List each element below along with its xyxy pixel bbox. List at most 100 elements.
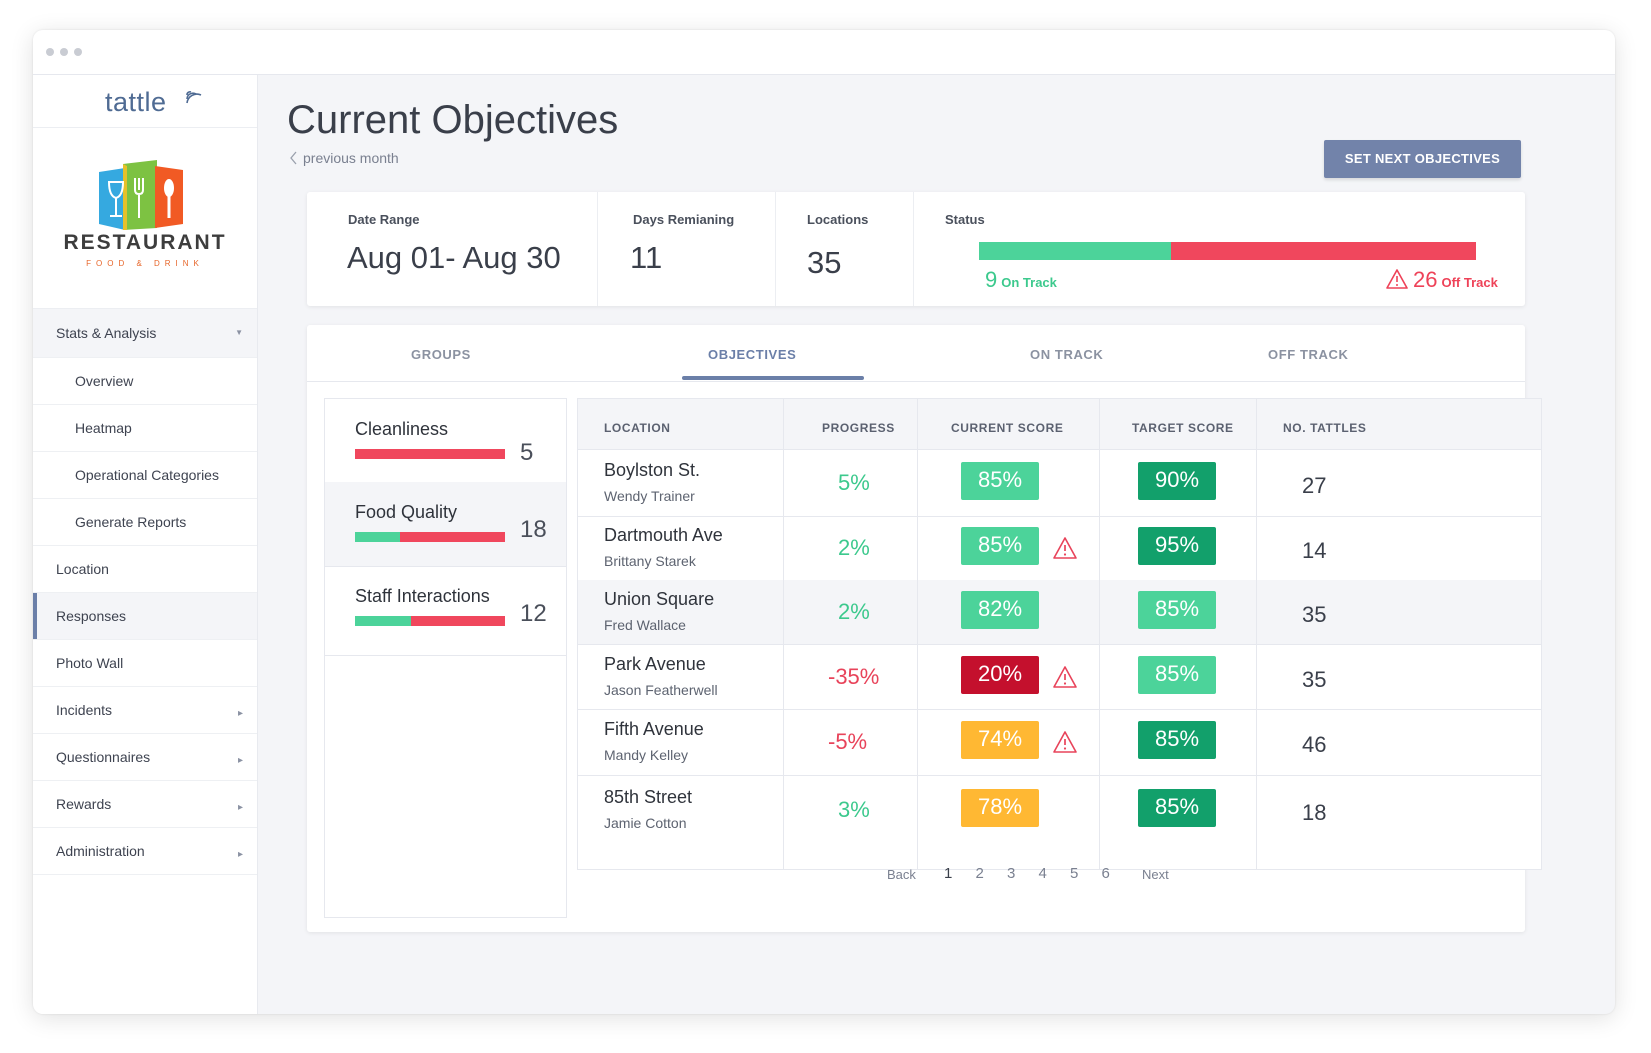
objectives-table: LOCATION PROGRESS CURRENT SCORE TARGET S… <box>577 398 1542 870</box>
location-manager: Wendy Trainer <box>604 487 695 504</box>
column-divider <box>1099 399 1100 869</box>
tattle-waves-icon <box>186 91 202 104</box>
date-range-cell: Date Range Aug 01- Aug 30 <box>307 192 598 306</box>
off-track-label: Off Track <box>1441 275 1498 290</box>
group-item-cleanliness[interactable]: Cleanliness 5 <box>325 399 566 483</box>
on-track-label: On Track <box>1001 275 1057 290</box>
pagination-page-1[interactable]: 1 <box>944 865 953 882</box>
tab-bar: GROUPS OBJECTIVES ON TRACK OFF TRACK <box>307 325 1525 382</box>
table-row[interactable]: Fifth Avenue Mandy Kelley -5% 74% 85% 46 <box>578 709 1541 776</box>
current-score-badge: 78% <box>961 788 1039 827</box>
col-no-tattles[interactable]: NO. TATTLES <box>1283 421 1367 435</box>
group-count: 18 <box>520 516 547 543</box>
col-location[interactable]: LOCATION <box>604 421 671 435</box>
status-bar-off-track <box>1170 242 1476 260</box>
target-score-badge: 85% <box>1138 591 1216 629</box>
logo-name: RESTAURANT <box>63 231 227 254</box>
tattle-count: 14 <box>1302 538 1327 563</box>
sidebar-item-incidents[interactable]: Incidents ▸ <box>33 687 257 734</box>
sidebar-nav: Stats & Analysis ▼ Overview Heatmap Operatio… <box>33 309 257 875</box>
off-track-summary: 26 Off Track <box>1385 267 1498 293</box>
target-score-badge: 85% <box>1138 655 1216 694</box>
col-current-score[interactable]: CURRENT SCORE <box>951 421 1064 435</box>
previous-month-link[interactable]: previous month <box>289 150 399 166</box>
sidebar-item-generate-reports[interactable]: Generate Reports <box>33 499 257 546</box>
tab-on-track[interactable]: ON TRACK <box>1030 347 1104 362</box>
brand-header[interactable]: tattle <box>33 75 257 128</box>
sidebar-item-operational-categories[interactable]: Operational Categories <box>33 452 257 499</box>
pagination-page-5[interactable]: 5 <box>1070 865 1079 882</box>
group-name: Cleanliness <box>355 419 449 439</box>
target-score-badge: 85% <box>1138 721 1216 759</box>
table-row[interactable]: 85th Street Jamie Cotton 3% 78% 85% 18 <box>578 775 1541 844</box>
target-score-badge: 95% <box>1138 527 1216 565</box>
progress-value: 2% <box>838 535 870 560</box>
pagination-page-2[interactable]: 2 <box>975 865 984 882</box>
pagination-page-4[interactable]: 4 <box>1038 865 1047 882</box>
sidebar-item-label: Generate Reports <box>75 514 187 530</box>
days-remaining-label: Days Remianing <box>633 212 735 227</box>
sidebar-item-label: Responses <box>56 608 127 624</box>
tattle-count: 35 <box>1302 602 1327 627</box>
col-target-score[interactable]: TARGET SCORE <box>1132 421 1234 435</box>
warning-triangle-icon <box>1386 269 1408 289</box>
sidebar-item-label: Administration <box>56 843 145 859</box>
group-count: 12 <box>520 600 547 627</box>
progress-value: -5% <box>828 729 868 754</box>
group-item-staff-interactions[interactable]: Staff Interactions 12 <box>325 566 566 656</box>
tab-objectives[interactable]: OBJECTIVES <box>708 347 797 362</box>
status-bar <box>979 242 1476 260</box>
pagination-page-3[interactable]: 3 <box>1007 865 1016 882</box>
page-title: Current Objectives <box>287 98 619 142</box>
sidebar-item-label: Photo Wall <box>56 655 124 671</box>
location-manager: Jason Featherwell <box>604 681 718 698</box>
summary-card: Date Range Aug 01- Aug 30 Days Remianing… <box>307 192 1525 306</box>
tattle-count: 27 <box>1302 472 1327 498</box>
caret-right-icon: ▸ <box>237 755 243 766</box>
target-score-badge: 85% <box>1138 788 1216 827</box>
window-titlebar <box>33 30 1615 75</box>
status-label: Status <box>945 212 985 227</box>
group-bar-off-track <box>400 532 505 542</box>
pagination-next-button[interactable]: Next <box>1142 867 1169 882</box>
date-range-label: Date Range <box>348 212 420 227</box>
group-name: Food Quality <box>355 502 458 522</box>
current-score-badge: 85% <box>961 527 1039 565</box>
pagination-back-button[interactable]: Back <box>887 867 916 882</box>
days-remaining-value: 11 <box>630 240 663 275</box>
sidebar-item-questionnaires[interactable]: Questionnaires ▸ <box>33 734 257 781</box>
col-progress[interactable]: PROGRESS <box>822 421 895 435</box>
table-header: LOCATION PROGRESS CURRENT SCORE TARGET S… <box>578 399 1541 450</box>
location-manager: Brittany Starek <box>604 553 696 569</box>
progress-value: -35% <box>828 663 880 689</box>
sidebar-item-rewards[interactable]: Rewards ▸ <box>33 781 257 828</box>
sidebar-item-photo-wall[interactable]: Photo Wall <box>33 640 257 687</box>
set-next-objectives-button[interactable]: SET NEXT OBJECTIVES <box>1324 140 1521 178</box>
sidebar-item-administration[interactable]: Administration ▸ <box>33 828 257 875</box>
app-window: tattle RESTAURANT FOOD & DRINK <box>33 30 1615 1014</box>
sidebar-item-location[interactable]: Location <box>33 546 257 593</box>
caret-right-icon: ▸ <box>237 708 243 719</box>
sidebar-item-overview[interactable]: Overview <box>33 358 257 405</box>
table-row[interactable]: Park Avenue Jason Featherwell -35% 20% 85% 35 <box>578 644 1541 710</box>
tattle-count: 18 <box>1302 799 1327 825</box>
sidebar-item-label: Incidents <box>56 702 113 718</box>
locations-value: 35 <box>807 245 842 280</box>
progress-value: 3% <box>838 796 870 822</box>
tab-groups[interactable]: GROUPS <box>411 347 471 362</box>
restaurant-logo: RESTAURANT FOOD & DRINK <box>33 128 257 309</box>
tab-off-track[interactable]: OFF TRACK <box>1268 347 1349 362</box>
date-range-value: Aug 01- Aug 30 <box>347 240 561 275</box>
group-bar-off-track <box>355 449 505 459</box>
table-row[interactable]: Boylston St. Wendy Trainer 5% 85% 90% 27 <box>578 449 1541 517</box>
column-divider <box>917 399 918 869</box>
group-item-food-quality[interactable]: Food Quality 18 <box>325 482 566 567</box>
sidebar-item-heatmap[interactable]: Heatmap <box>33 405 257 452</box>
pagination-page-6[interactable]: 6 <box>1101 865 1110 882</box>
table-row[interactable]: Dartmouth Ave Brittany Starek 2% 85% 95% 14 <box>578 516 1541 581</box>
location-name: Dartmouth Ave <box>604 525 723 545</box>
sidebar-item-stats-analysis[interactable]: Stats & Analysis ▼ <box>33 309 257 358</box>
sidebar-item-responses[interactable]: Responses <box>33 593 257 640</box>
sidebar-item-label: Overview <box>75 373 134 389</box>
table-row[interactable]: Union Square Fred Wallace 2% 82% 85% 35 <box>578 580 1541 645</box>
